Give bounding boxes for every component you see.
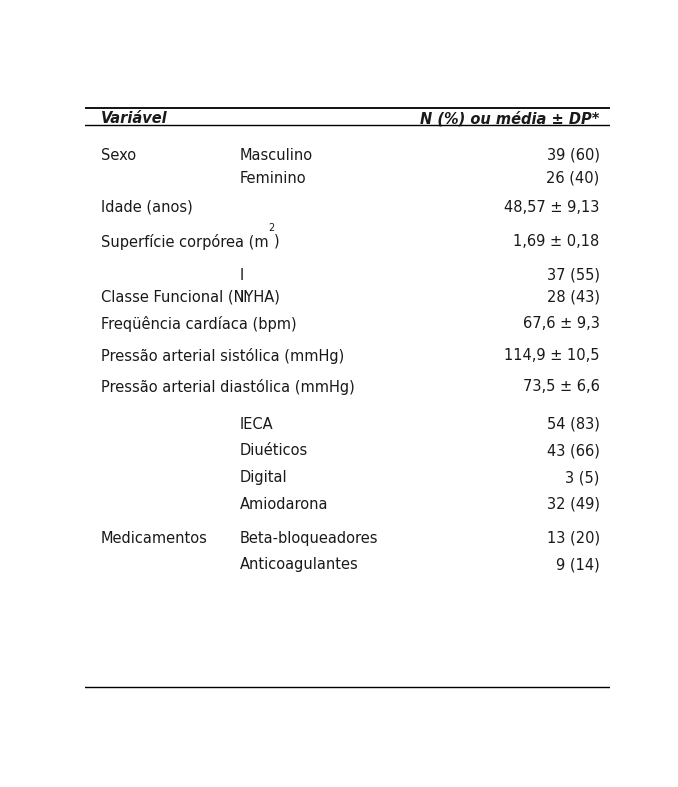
Text: Superfície corpórea (m: Superfície corpórea (m bbox=[100, 234, 268, 249]
Text: I: I bbox=[240, 268, 244, 283]
Text: Feminino: Feminino bbox=[240, 171, 306, 186]
Text: Digital: Digital bbox=[240, 470, 287, 485]
Text: Amiodarona: Amiodarona bbox=[240, 497, 328, 512]
Text: 67,6 ± 9,3: 67,6 ± 9,3 bbox=[523, 316, 600, 331]
Text: 26 (40): 26 (40) bbox=[546, 171, 600, 186]
Text: 48,57 ± 9,13: 48,57 ± 9,13 bbox=[504, 200, 600, 215]
Text: 3 (5): 3 (5) bbox=[565, 470, 600, 485]
Text: Anticoagulantes: Anticoagulantes bbox=[240, 557, 359, 572]
Text: 1,69 ± 0,18: 1,69 ± 0,18 bbox=[513, 234, 600, 249]
Text: 73,5 ± 6,6: 73,5 ± 6,6 bbox=[523, 379, 600, 394]
Text: Pressão arterial sistólica (mmHg): Pressão arterial sistólica (mmHg) bbox=[100, 348, 344, 364]
Text: Freqüência cardíaca (bpm): Freqüência cardíaca (bpm) bbox=[100, 316, 296, 332]
Text: Diuéticos: Diuéticos bbox=[240, 444, 308, 459]
Text: ): ) bbox=[275, 234, 280, 249]
Text: 39 (60): 39 (60) bbox=[546, 148, 600, 163]
Text: 114,9 ± 10,5: 114,9 ± 10,5 bbox=[504, 348, 600, 363]
Text: 32 (49): 32 (49) bbox=[546, 497, 600, 512]
Text: Variável: Variável bbox=[100, 112, 167, 127]
Text: 2: 2 bbox=[268, 223, 275, 233]
Text: Sexo: Sexo bbox=[100, 148, 136, 163]
Text: 37 (55): 37 (55) bbox=[546, 268, 600, 283]
Text: 13 (20): 13 (20) bbox=[546, 530, 600, 545]
Text: II: II bbox=[240, 290, 248, 305]
Text: IECA: IECA bbox=[240, 417, 273, 432]
Text: 54 (83): 54 (83) bbox=[547, 417, 600, 432]
Text: Pressão arterial diastólica (mmHg): Pressão arterial diastólica (mmHg) bbox=[100, 379, 355, 395]
Text: 2: 2 bbox=[268, 223, 275, 233]
Text: Idade (anos): Idade (anos) bbox=[100, 200, 193, 215]
Text: N (%) ou média ± DP*: N (%) ou média ± DP* bbox=[420, 112, 600, 127]
Text: 9 (14): 9 (14) bbox=[556, 557, 600, 572]
Text: Classe Funcional (NYHA): Classe Funcional (NYHA) bbox=[100, 290, 279, 305]
Text: 28 (43): 28 (43) bbox=[546, 290, 600, 305]
Text: Beta-bloqueadores: Beta-bloqueadores bbox=[240, 530, 378, 545]
Text: 43 (66): 43 (66) bbox=[547, 444, 600, 459]
Text: Medicamentos: Medicamentos bbox=[100, 530, 207, 545]
Text: Masculino: Masculino bbox=[240, 148, 313, 163]
